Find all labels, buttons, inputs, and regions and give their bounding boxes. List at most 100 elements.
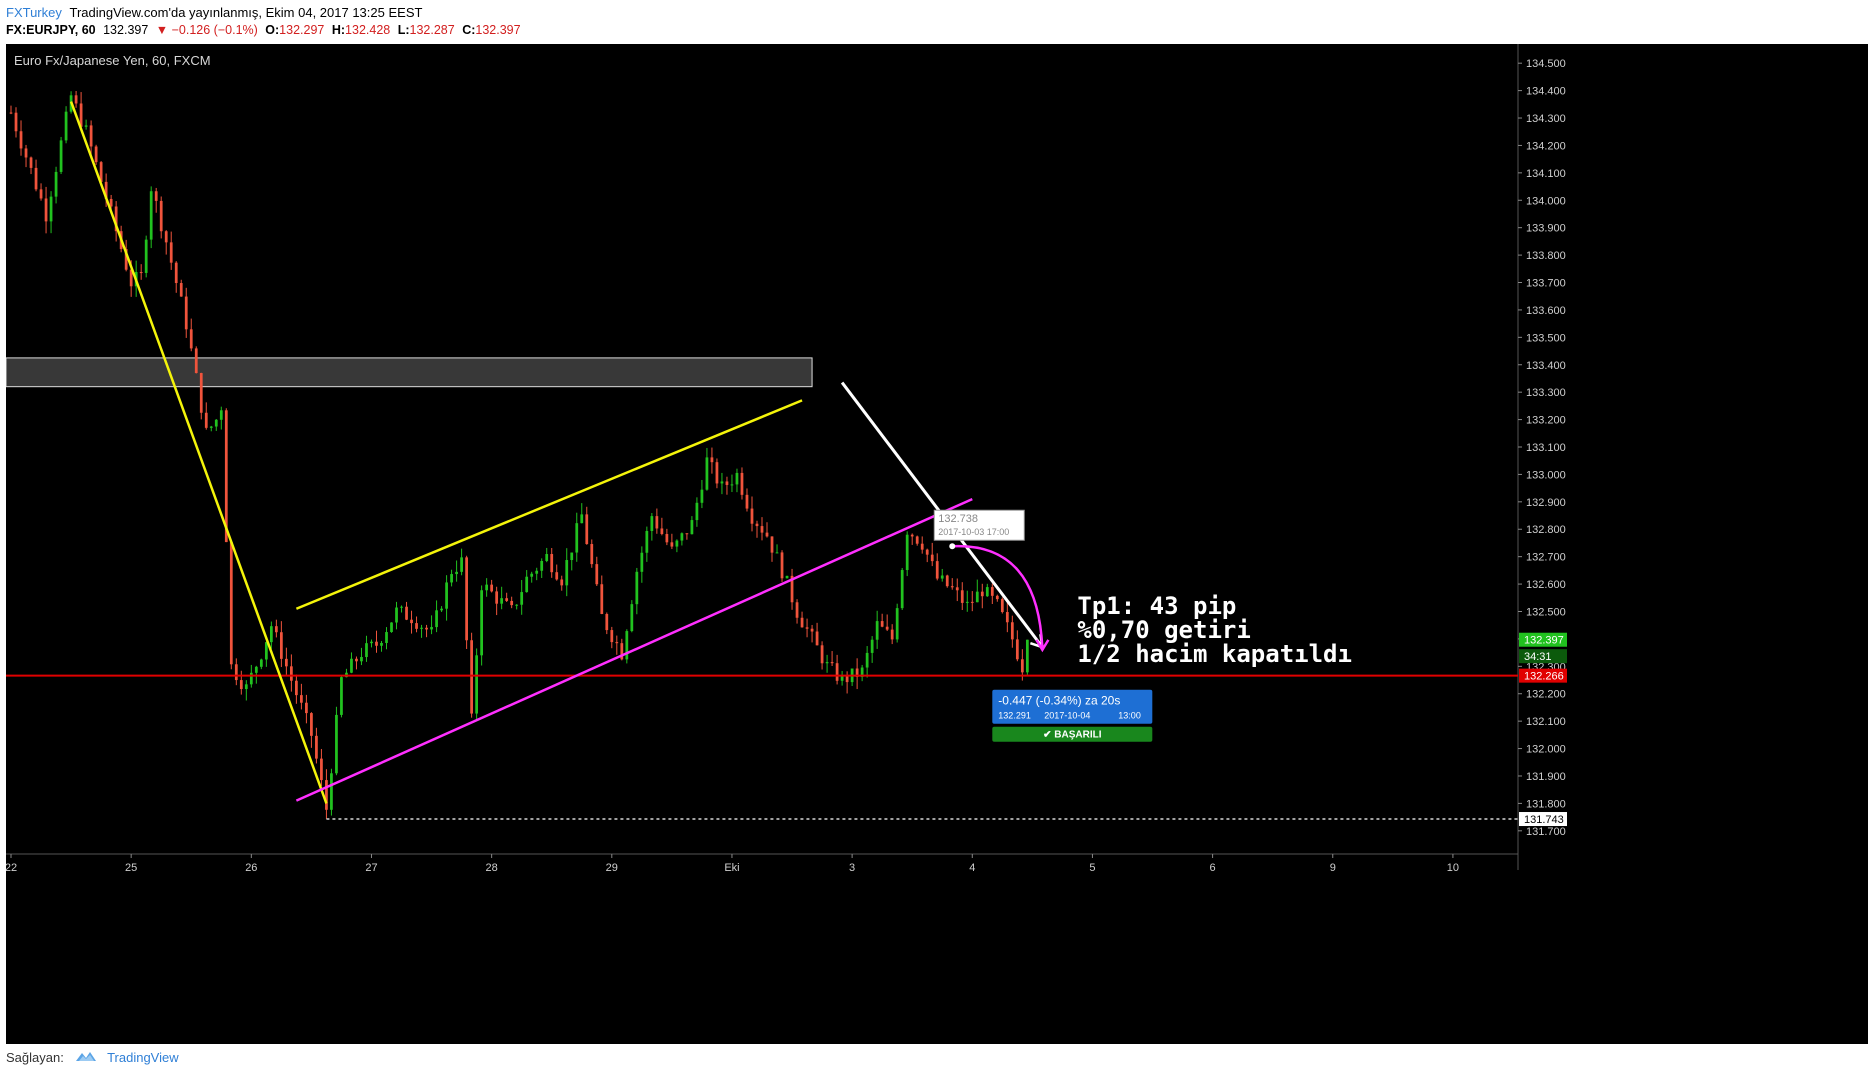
marker-point [949,543,956,550]
candle-body [89,125,93,147]
magenta-channel-bottom-line [295,497,973,802]
candle-body [790,575,794,603]
low-value: 132.287 [409,23,455,37]
candle-body [615,642,619,644]
result-badge [992,689,1153,724]
x-tick-label: 29 [606,862,618,874]
candle-body [139,272,143,274]
candle-body [915,536,919,544]
candle-body [900,570,904,609]
candle-body [920,543,924,550]
candle-body [610,630,614,643]
price-change: ▼ −0.126 (−0.1%) [155,23,258,37]
footer: Sağlayan: TradingView [6,1046,179,1070]
y-tick-label: 133.700 [1526,278,1566,290]
candle-body [229,542,233,665]
candle-body [980,591,984,597]
candle-body [104,181,108,199]
y-tick-label: 132.000 [1526,744,1566,756]
y-tick-label: 134.200 [1526,140,1566,152]
candle-body [64,111,68,141]
x-tick-label: 27 [365,862,377,874]
candle-body [645,530,649,553]
candle-body [159,200,163,232]
candle-body [455,571,458,575]
x-tick-label: 26 [245,862,257,874]
y-tick-label: 132.100 [1526,716,1566,728]
candle-body [34,167,38,190]
candle-body [830,662,834,664]
candle-body [770,536,774,553]
candle-body [320,758,323,781]
candle-body [204,412,208,428]
high-value: 132.428 [345,23,391,37]
y-tick-label: 133.500 [1526,332,1566,344]
candle-body [650,516,654,531]
chart-panel[interactable]: 134.500 134.400 134.300 134.200 134.100 134.0… [6,44,1868,1044]
y-tick-label: 132.600 [1526,579,1566,591]
candle-body [745,494,749,509]
tradingview-logo-icon[interactable] [75,1047,97,1071]
candle-body [560,579,564,586]
candle-body [84,125,88,127]
candle-body [224,410,228,543]
candle-body [780,552,784,579]
candle-body [715,462,719,484]
candle-body [935,561,939,579]
candle-body [189,329,193,349]
close-value: 132.397 [475,23,521,37]
candle-body [815,631,819,646]
candle-body [995,595,999,600]
candle-body [99,162,103,182]
candle-body [1005,612,1009,623]
candle-body [725,481,729,485]
y-tick-label: 134.500 [1526,58,1566,70]
candle-body [350,658,353,673]
y-tick-label: 134.100 [1526,168,1566,180]
candle-body [945,575,949,587]
candle-body [860,667,864,677]
candle-body [550,554,554,573]
candle-body [49,196,53,222]
chart-canvas[interactable]: 134.500 134.400 134.300 134.200 134.100 134.0… [6,44,1868,1044]
candle-body [435,610,438,628]
candle-body [655,516,659,529]
candle-body [410,619,413,624]
candle-body [315,735,318,759]
x-tick-label: Eki [724,862,739,874]
candle-body [365,643,368,658]
candle-body [59,140,63,172]
y-tick-label: 131.700 [1526,826,1566,838]
y-tick-label: 133.800 [1526,250,1566,262]
candle-body [149,191,153,240]
support-price-label-box [1519,668,1567,683]
candle-body [249,672,253,685]
candle-body [390,622,393,633]
candle-body [965,601,969,603]
candle-body [1025,639,1029,673]
candle-body [29,157,33,168]
y-tick-label: 133.200 [1526,415,1566,427]
candle-body [239,680,243,690]
candle-body [415,623,418,629]
last-price: 132.397 [103,23,149,37]
footer-brand-link[interactable]: TradingView [107,1050,179,1065]
candle-body [114,206,118,232]
candle-body [880,621,884,627]
candle-body [775,552,779,554]
candle-body [710,457,714,463]
candle-body [199,373,203,413]
candle-body [635,571,639,605]
candle-body [975,591,979,603]
candle-body [670,542,674,547]
candle-body [19,131,23,149]
support-price-label-text: 132.266 [1524,671,1564,683]
candle-body [685,533,689,535]
candle-body [209,426,213,428]
y-tick-label: 133.400 [1526,360,1566,372]
publisher-name[interactable]: FXTurkey [6,5,62,20]
candle-body [184,296,188,330]
candle-body [425,627,428,630]
candle-body [600,584,604,614]
candle-body [730,484,734,486]
